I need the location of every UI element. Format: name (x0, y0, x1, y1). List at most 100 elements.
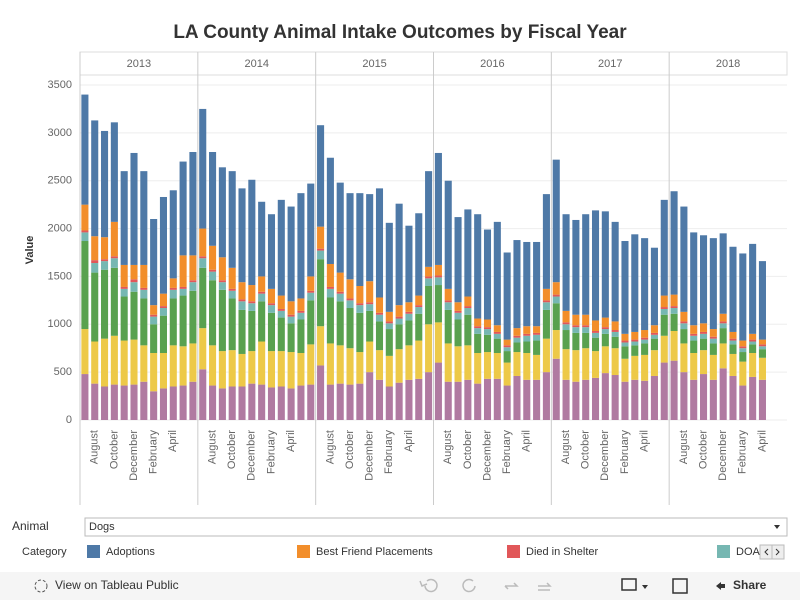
bar-segment (258, 341, 266, 385)
legend-swatch (717, 545, 730, 558)
bar-segment (238, 282, 246, 300)
bar-segment (395, 318, 403, 325)
undo-button[interactable] (419, 578, 438, 593)
bar-segment (150, 316, 158, 325)
bar-segment (513, 328, 521, 336)
bar-segment (493, 378, 501, 420)
bar-segment (533, 334, 541, 341)
bar-segment (729, 246, 737, 332)
bar-segment (218, 280, 226, 283)
share-button[interactable]: Share (733, 578, 767, 592)
bar-segment (189, 343, 197, 382)
bar-segment (572, 314, 580, 326)
legend-scroll-right[interactable] (771, 544, 785, 560)
bar-segment (641, 380, 649, 420)
bar-segment (474, 328, 482, 334)
bar-segment (670, 294, 678, 307)
bar-segment (611, 331, 619, 337)
bar-segment (336, 291, 344, 294)
bar-segment (209, 271, 217, 281)
bar-segment (336, 293, 344, 302)
bar-segment (91, 272, 99, 342)
bar-segment (699, 235, 708, 324)
bar-segment (346, 300, 354, 309)
bar-segment (572, 327, 580, 333)
bar-segment (395, 305, 403, 317)
bar-segment (729, 344, 737, 354)
bar-segment (631, 339, 639, 342)
bar-segment (758, 379, 766, 420)
bar-segment (120, 340, 128, 386)
bar-segment (81, 94, 89, 205)
bar-segment (425, 171, 433, 267)
download-arrow[interactable] (642, 585, 648, 589)
bar-segment (562, 310, 570, 323)
bar-segment (336, 301, 344, 346)
bar-segment (483, 378, 492, 420)
bar-segment (444, 343, 452, 382)
bar-segment (699, 338, 708, 351)
bar-segment (356, 303, 364, 306)
bar-segment (395, 203, 403, 306)
x-tick-label: October (108, 430, 120, 469)
bar-segment (454, 346, 462, 382)
bar-segment (209, 280, 217, 346)
bar-segment (140, 264, 148, 288)
bar-segment (346, 193, 354, 280)
bar-segment (356, 305, 364, 313)
bar-segment (81, 204, 89, 231)
bar-segment (287, 314, 295, 317)
x-tick-label: August (206, 430, 218, 464)
bar-segment (739, 348, 747, 353)
view-link[interactable]: View on Tableau Public (55, 578, 179, 592)
legend: Adoptions Best Friend Placements Died in S… (87, 545, 760, 558)
bar-segment (523, 341, 531, 353)
bar-segment (385, 355, 393, 387)
bar-segment (611, 348, 619, 376)
bar-segment (434, 322, 442, 363)
fullscreen-button[interactable] (672, 578, 688, 594)
bar-segment (277, 199, 285, 296)
bar-segment (346, 348, 354, 385)
dropdown-arrow[interactable] (774, 525, 780, 529)
revert-button[interactable] (504, 582, 519, 590)
x-tick-label: December (364, 430, 376, 481)
bar-segment (218, 167, 226, 258)
bar-segment (110, 258, 118, 268)
download-button[interactable] (621, 578, 637, 591)
bar-segment (130, 279, 138, 283)
bar-segment (110, 384, 118, 420)
bar-segment (464, 308, 472, 315)
bar-segment (110, 335, 118, 385)
bar-segment (690, 340, 698, 353)
bar-segment (542, 288, 550, 301)
x-tick-label: December (717, 430, 729, 481)
bar-segment (699, 374, 708, 420)
bar-segment (523, 333, 531, 336)
bar-segment (454, 217, 462, 303)
redo-button[interactable] (462, 578, 476, 593)
bar-segment (405, 313, 413, 321)
legend-scroll-left[interactable] (759, 544, 773, 560)
bar-segment (199, 228, 207, 257)
bar-segment (425, 278, 433, 286)
bar-segment (474, 383, 482, 420)
bar-segment (493, 221, 501, 326)
y-tick-label: 2000 (48, 222, 72, 234)
share-icon[interactable] (716, 582, 725, 590)
bar-segment (199, 328, 207, 370)
bar-segment (356, 286, 364, 304)
bar-segment (130, 384, 138, 420)
bar-segment (405, 225, 413, 303)
refresh-button[interactable] (538, 582, 552, 591)
filter-value[interactable]: Dogs (89, 521, 115, 533)
bar-segment (199, 369, 207, 420)
bar-segment (81, 230, 89, 233)
y-tick-label: 3500 (48, 79, 72, 91)
bar-segment (385, 386, 393, 420)
bar-segment (277, 308, 285, 311)
filter-dropdown[interactable] (84, 517, 788, 537)
bar-segment (228, 350, 236, 387)
bar-segment (542, 302, 550, 310)
bar-segment (660, 199, 668, 296)
